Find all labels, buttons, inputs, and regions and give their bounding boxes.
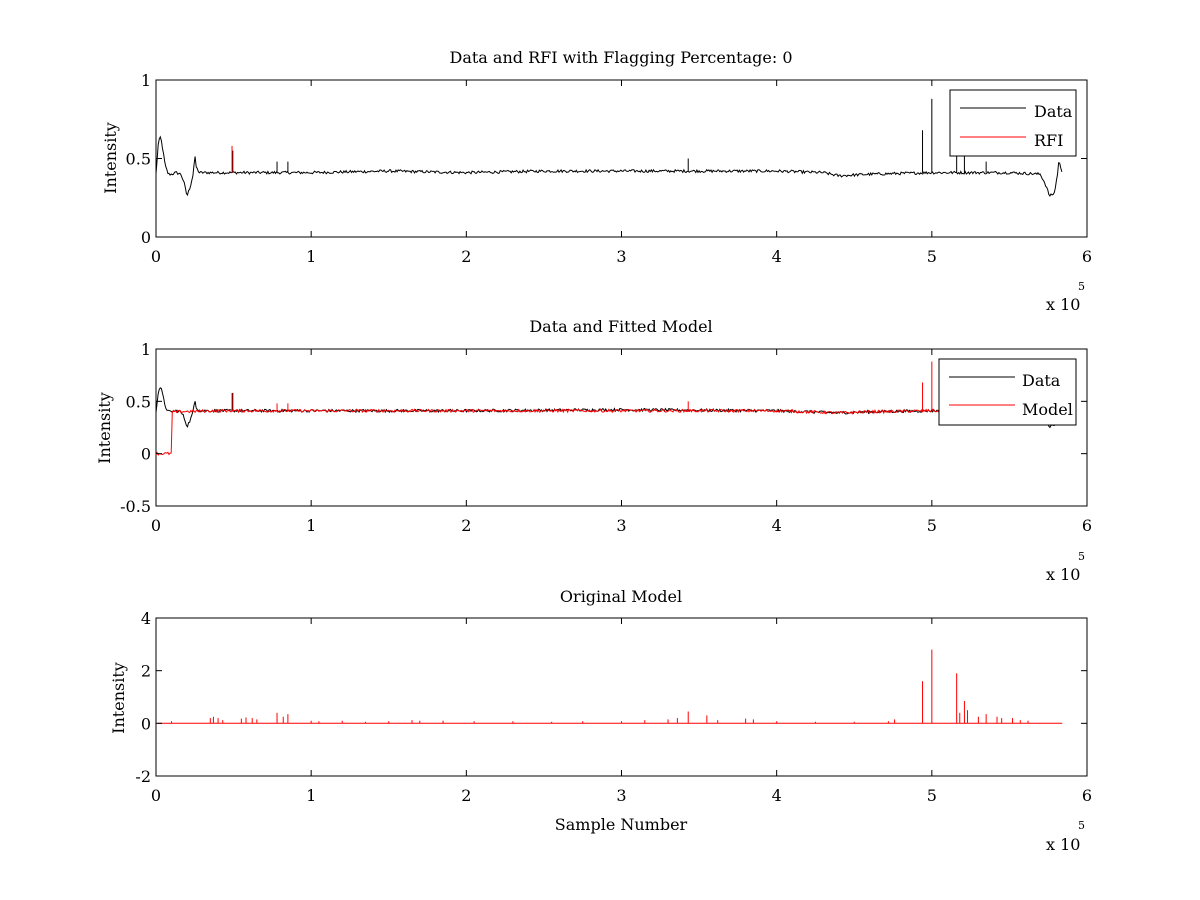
panel-1-axes-frame [155,79,1088,238]
panel-1-ylabel: Intensity [101,122,120,194]
panel-3-x-multiplier-exponent: 5 [1078,819,1085,832]
panel-2-y-tick-label: 0 [141,445,151,464]
panel-2-series-model [155,361,994,456]
panel-3-y-tick-label: 0 [141,714,151,733]
panel-1-series-data [155,98,1063,197]
panel-2-x-tick-label: 3 [616,516,626,535]
panel-2-x-tick-label: 1 [306,516,316,535]
panel-3-x-tick-label: 1 [306,786,316,805]
panel-1-x-tick-label: 2 [461,247,471,266]
panel-3-y-tick-label: 2 [141,662,151,681]
panel-1-x-tick-label: 0 [151,247,161,266]
panel-2-x-multiplier-exponent: 5 [1078,550,1085,563]
panel-3-title: Original Model [560,587,682,606]
panel-2-x-tick-label: 5 [927,516,937,535]
panel-1-x-tick-label: 5 [927,247,937,266]
panel-1-legend-box [949,89,1077,157]
panel-3-y-tick-label: 4 [141,609,151,628]
panel-2-x-tick-label: 0 [151,516,161,535]
panel-3-axes-frame [155,617,1088,777]
panel-2-ylabel: Intensity [95,392,114,464]
panel-3-x-multiplier: x 10 [1046,835,1080,854]
panel-2-x-tick-label: 6 [1082,516,1092,535]
panel-1-x-tick-label: 3 [616,247,626,266]
panel-1-x-tick-label: 1 [306,247,316,266]
panel-2-legend-model-label: Model [1022,400,1073,419]
panel-2-y-tick-label: 0.5 [126,392,151,411]
panel-2-y-tick-label: -0.5 [120,497,151,516]
panel-1-legend-rfi-label: RFI [1034,131,1063,150]
panel-1-plot-area: 0 1 2 3 4 5 6 0 0.5 1 [126,71,1093,266]
panel-2-legend-box [938,358,1077,426]
panel-3-x-tick-label: 4 [772,786,782,805]
panel-3-ylabel: Intensity [109,662,128,734]
panel-2-y-tick-label: 1 [141,340,151,359]
panel-1-y-tick-label: 0.5 [126,150,151,169]
panel-2-x-tick-label: 4 [772,516,782,535]
panel-3-x-tick-label: 0 [151,786,161,805]
panel-1-legend-data-label: Data [1034,102,1073,121]
panel-3-x-tick-label: 5 [927,786,937,805]
panel-1-x-tick-label: 6 [1082,247,1092,266]
panel-3-y-tick-label: -2 [135,767,151,786]
panel-1-y-tick-label: 1 [141,71,151,90]
panel-2-plot-area: 0 1 2 3 4 5 6-0.500.51 [120,340,1092,535]
panel-3-x-tick-label: 2 [461,786,471,805]
panel-3-series-model [157,649,1063,724]
panel-2-x-tick-label: 2 [461,516,471,535]
panel-2-legend-data-label: Data [1022,371,1061,390]
panel-1-x-multiplier: x 10 [1046,295,1080,314]
panel-2-x-multiplier: x 10 [1046,565,1080,584]
panel-3-x-tick-label: 6 [1082,786,1092,805]
panel-2-title: Data and Fitted Model [529,317,712,336]
panel-1-x-tick-label: 4 [772,247,782,266]
panel-3-xlabel: Sample Number [555,815,688,834]
panel-1: Data and RFI with Flagging Percentage: 0… [101,48,1092,314]
panel-2: Data and Fitted Model 0 1 2 3 4 5 6-0.500.51 I… [95,317,1092,584]
panel-1-title: Data and RFI with Flagging Percentage: 0 [449,48,792,67]
panel-1-x-multiplier-exponent: 5 [1078,280,1085,293]
panel-1-series-data-line [155,135,1063,197]
panel-3-x-tick-label: 3 [616,786,626,805]
panel-2-legend: Data Model [938,358,1077,426]
panel-1-legend: Data RFI [949,89,1077,157]
panel-2-series-model-line [155,408,994,456]
panel-1-y-tick-label: 0 [141,228,151,247]
